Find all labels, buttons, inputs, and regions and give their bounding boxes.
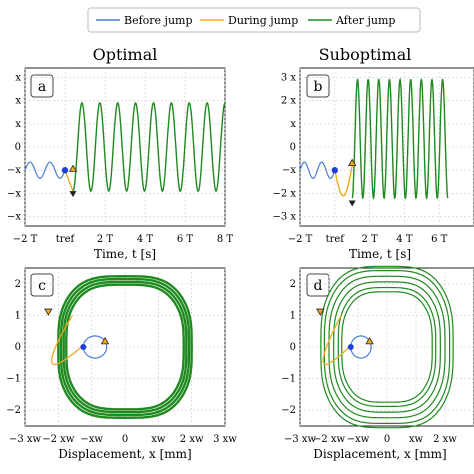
xtick-c: xw: [151, 434, 166, 445]
ytick-d: −1: [281, 374, 296, 385]
orbit-d-2: [337, 286, 437, 408]
xlabel-time-b: Time, t [s]: [349, 247, 411, 261]
orbit-d-1: [332, 281, 441, 413]
xtick-d: −2 xw: [313, 434, 346, 445]
xtick-c: −xw: [80, 434, 103, 445]
ytick-a: x: [15, 72, 21, 83]
xlabel-time-a: Time, t [s]: [94, 247, 156, 261]
ytick-c: 1: [15, 310, 21, 321]
marker-down-a: [69, 191, 77, 198]
series-before-a: [24, 161, 66, 180]
marker-ref-b: [331, 167, 338, 174]
series-during-c: [51, 315, 83, 366]
xtick-c: −2 xw: [42, 434, 75, 445]
orbit-d-5: [341, 291, 433, 403]
xtick-a: 2 T: [97, 234, 114, 245]
ytick-a: −x: [7, 165, 21, 176]
ytick-a: x: [15, 119, 21, 130]
ytick-b: −2 x: [272, 188, 296, 199]
ytick-b: 3 x: [281, 72, 297, 83]
ytick-d: 0: [290, 342, 296, 353]
orbit-d-4: [320, 265, 454, 429]
xtick-d: xw: [409, 434, 424, 445]
legend-box: [87, 7, 421, 33]
orbit-c-1: [59, 277, 191, 417]
xtick-c: 3 xw: [213, 434, 237, 445]
series-before-b: [299, 161, 336, 180]
marker-down-b: [348, 200, 356, 207]
xtick-b: 2 T: [361, 234, 378, 245]
ytick-d: 2: [290, 279, 296, 290]
xtick-d: −xw: [347, 434, 370, 445]
series-after-b: [351, 77, 449, 200]
marker-down-d: [316, 308, 325, 316]
xtick-a: tref: [56, 234, 76, 245]
marker-up-a: [68, 164, 78, 172]
xtick-a: 6 T: [177, 234, 194, 245]
orbit-c-2: [62, 280, 188, 414]
xtick-c: 2 xw: [180, 434, 204, 445]
panel-d-letter: d: [314, 278, 323, 294]
ytick-a: −x: [7, 212, 21, 223]
ytick-c: −1: [6, 374, 21, 385]
orbit-c-0: [57, 274, 193, 420]
xtick-a: 8 T: [217, 234, 234, 245]
ytick-b: 2 x: [281, 96, 297, 107]
xtick-b: −2 T: [288, 234, 313, 245]
ytick-b: 0: [290, 142, 296, 153]
xtick-a: −2 T: [13, 234, 38, 245]
ytick-c: −2: [6, 405, 21, 416]
xlabel-disp-c: Displacement, x [mm]: [58, 447, 191, 461]
series-after-a: [72, 102, 226, 192]
orbit-c-3: [65, 283, 185, 411]
orbit-d-3: [323, 270, 451, 424]
panel-a-letter: a: [38, 79, 46, 95]
marker-up-b: [348, 158, 357, 166]
xlabel-disp-d: Displacement, x [mm]: [313, 447, 446, 461]
legend-label-before: Before jump: [124, 14, 193, 27]
marker-ref-a: [61, 167, 69, 174]
ytick-b: −3 x: [272, 212, 296, 223]
series-during-b: [334, 165, 353, 197]
title-optimal: Optimal: [93, 45, 158, 64]
series-during-a: [64, 169, 74, 192]
legend-label-during: During jump: [228, 14, 298, 27]
xtick-b: 6 T: [431, 234, 448, 245]
series-during-d: [322, 315, 350, 366]
ytick-d: 1: [290, 310, 296, 321]
xtick-d: −3 xw: [284, 434, 317, 445]
xtick-c: −3 xw: [9, 434, 42, 445]
ytick-c: 0: [15, 342, 21, 353]
ytick-a: −x: [7, 188, 21, 199]
xtick-a: 4 T: [137, 234, 154, 245]
marker-up-d: [365, 337, 374, 345]
legend-label-after: After jump: [335, 14, 395, 27]
panel-c-letter-box: [30, 273, 54, 297]
ytick-c: 2: [15, 279, 21, 290]
xtick-d: 2 xw: [433, 434, 457, 445]
ytick-b: x: [290, 119, 296, 130]
panel-b: b: [299, 67, 474, 227]
ytick-a: 0: [15, 142, 21, 153]
xtick-b: 4 T: [396, 234, 413, 245]
orbit-d-0: [328, 275, 446, 419]
xtick-d: 0: [384, 434, 390, 445]
dynamic-layer: x x x 0 −x −x −x 3 x 2 x x 0 −x −2 x −3 x −2 T tref 2 T 4…: [6, 68, 474, 445]
ytick-b: −x: [282, 165, 296, 176]
legend: Before jump During jump After jump: [87, 7, 421, 33]
xtick-c: 0: [122, 434, 128, 445]
title-suboptimal: Suboptimal: [319, 45, 412, 64]
panel-c-letter: c: [38, 278, 46, 294]
panel-a-letter-box: [30, 74, 54, 98]
marker-ref-d: [347, 344, 354, 350]
panel-b-letter: b: [314, 79, 323, 95]
marker-up-c: [100, 337, 110, 345]
xtick-b: tref: [326, 234, 346, 245]
ytick-d: −2: [281, 405, 296, 416]
marker-down-c: [44, 308, 53, 316]
panel-b-letter-box: [306, 74, 330, 98]
marker-ref-c: [80, 344, 87, 350]
ytick-a: x: [15, 96, 21, 107]
